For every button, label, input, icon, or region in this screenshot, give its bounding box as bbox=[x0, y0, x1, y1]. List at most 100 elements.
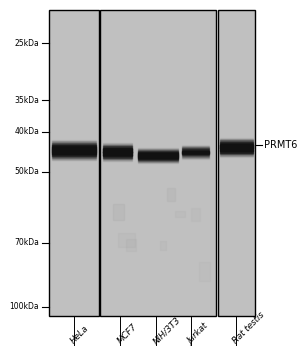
Bar bbox=[182, 153, 209, 154]
Text: MCF7: MCF7 bbox=[115, 322, 139, 346]
Bar bbox=[220, 140, 253, 141]
Text: 40kDa: 40kDa bbox=[14, 127, 39, 136]
Bar bbox=[220, 156, 253, 157]
Bar bbox=[138, 160, 178, 161]
Bar bbox=[103, 150, 132, 151]
Bar bbox=[182, 158, 209, 159]
Bar bbox=[103, 146, 132, 147]
Bar bbox=[126, 239, 136, 251]
Bar bbox=[103, 158, 132, 159]
Bar bbox=[103, 152, 132, 153]
Bar bbox=[138, 152, 178, 153]
Bar bbox=[138, 152, 178, 153]
Bar bbox=[220, 152, 253, 153]
Bar bbox=[182, 151, 209, 152]
Bar bbox=[103, 149, 132, 150]
Bar bbox=[52, 153, 96, 154]
Bar bbox=[138, 154, 178, 155]
Bar bbox=[138, 148, 178, 149]
Bar bbox=[52, 141, 96, 142]
Text: 70kDa: 70kDa bbox=[14, 238, 39, 247]
Bar bbox=[220, 147, 253, 148]
Bar bbox=[138, 155, 178, 156]
Bar bbox=[52, 155, 96, 156]
Bar bbox=[182, 152, 209, 153]
Bar bbox=[52, 140, 96, 141]
Bar bbox=[103, 155, 132, 156]
Bar bbox=[52, 147, 96, 148]
Bar bbox=[103, 149, 132, 150]
Bar bbox=[182, 152, 209, 153]
Bar bbox=[52, 141, 96, 142]
Bar bbox=[103, 156, 132, 157]
Bar bbox=[138, 159, 178, 160]
Bar bbox=[220, 152, 253, 153]
Bar bbox=[220, 138, 253, 139]
Bar bbox=[182, 148, 209, 149]
Bar bbox=[52, 156, 96, 157]
Bar bbox=[103, 145, 132, 146]
Text: HeLa: HeLa bbox=[69, 324, 91, 346]
Bar bbox=[52, 159, 96, 160]
Bar bbox=[52, 150, 96, 151]
Bar bbox=[103, 152, 132, 153]
Bar bbox=[160, 240, 166, 250]
Bar bbox=[138, 156, 178, 157]
Bar bbox=[52, 158, 96, 159]
Bar bbox=[138, 151, 178, 152]
Bar bbox=[220, 150, 253, 151]
Bar bbox=[103, 154, 132, 155]
Bar bbox=[220, 148, 253, 149]
Bar bbox=[52, 153, 96, 154]
Bar bbox=[182, 157, 209, 158]
Bar bbox=[103, 160, 132, 161]
Text: 25kDa: 25kDa bbox=[15, 38, 39, 48]
Bar bbox=[220, 149, 253, 150]
Bar bbox=[112, 204, 124, 219]
Bar bbox=[191, 208, 200, 221]
Bar bbox=[52, 157, 96, 158]
Bar bbox=[138, 149, 178, 150]
Bar bbox=[182, 150, 209, 151]
Bar bbox=[138, 161, 178, 162]
Bar bbox=[118, 233, 135, 247]
Bar bbox=[103, 147, 132, 148]
Bar bbox=[103, 156, 132, 158]
Bar bbox=[182, 154, 209, 155]
Text: Jurkat: Jurkat bbox=[186, 322, 211, 346]
Bar bbox=[220, 155, 253, 156]
Bar bbox=[220, 144, 253, 145]
Bar bbox=[52, 152, 96, 153]
Bar bbox=[103, 159, 132, 160]
Bar bbox=[138, 153, 178, 154]
Bar bbox=[220, 147, 253, 148]
Bar bbox=[220, 139, 253, 140]
Text: 50kDa: 50kDa bbox=[14, 167, 39, 176]
Bar bbox=[167, 188, 175, 201]
Bar bbox=[138, 162, 178, 163]
Bar bbox=[52, 155, 96, 156]
Bar bbox=[220, 143, 253, 144]
Text: Rat testis: Rat testis bbox=[231, 311, 266, 346]
Bar bbox=[138, 158, 178, 159]
Bar bbox=[220, 155, 253, 156]
Bar bbox=[103, 154, 132, 155]
Bar bbox=[52, 154, 96, 155]
Bar bbox=[138, 154, 178, 155]
Bar bbox=[182, 150, 209, 151]
Bar bbox=[138, 155, 178, 156]
Bar bbox=[138, 150, 178, 151]
Bar bbox=[52, 151, 96, 152]
Bar bbox=[182, 158, 209, 159]
Bar bbox=[138, 159, 178, 160]
Bar bbox=[52, 146, 96, 147]
Bar bbox=[220, 150, 253, 151]
Bar bbox=[103, 145, 132, 146]
Bar bbox=[182, 156, 209, 157]
Bar bbox=[182, 146, 209, 147]
Bar bbox=[52, 159, 96, 160]
Bar bbox=[220, 141, 253, 142]
Bar bbox=[182, 147, 209, 148]
Text: NIH/3T3: NIH/3T3 bbox=[151, 315, 182, 346]
Bar bbox=[138, 153, 178, 154]
